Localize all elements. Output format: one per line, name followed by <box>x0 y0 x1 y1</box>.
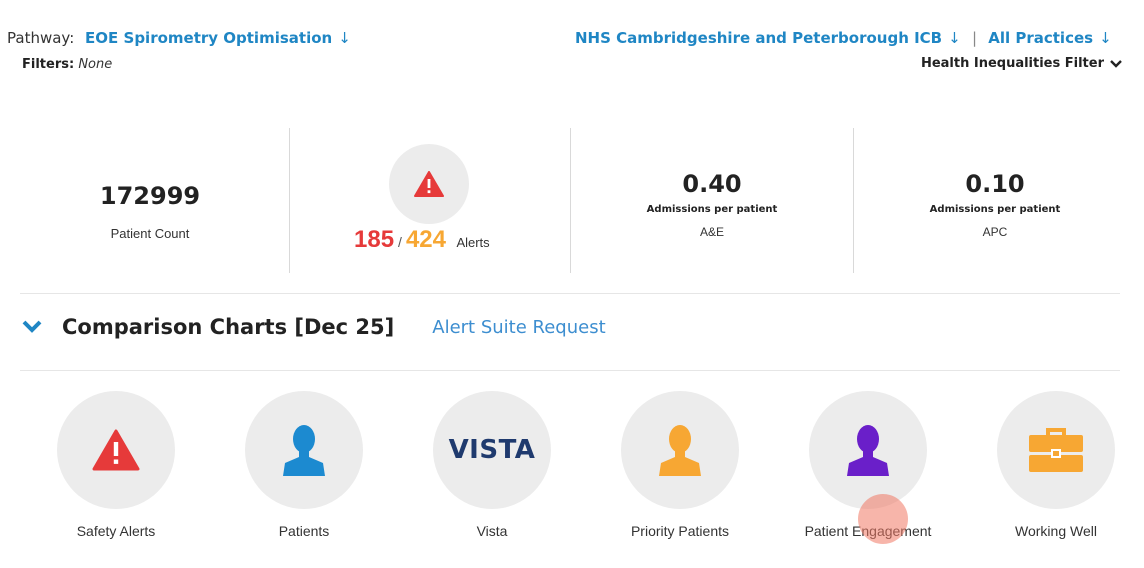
tile-label: Vista <box>476 523 508 539</box>
warning-icon <box>414 171 444 197</box>
alerts-icon-circle[interactable] <box>389 144 469 224</box>
apc-sublabel: Admissions per patient <box>929 204 1061 215</box>
dropdown-arrow-icon: ↓ <box>1099 29 1112 47</box>
separator: | <box>971 29 977 47</box>
person-icon <box>283 425 325 476</box>
summary-stats: 172999 Patient Count 185/424 Alerts 0.40… <box>0 128 1144 273</box>
pathway-dropdown[interactable]: EOE Spirometry Optimisation ↓ <box>85 29 351 47</box>
tile-circle <box>809 391 927 509</box>
practices-dropdown[interactable]: All Practices ↓ <box>983 29 1112 47</box>
section-divider <box>20 293 1120 294</box>
chevron-down-icon <box>1110 59 1122 68</box>
tile-circle <box>997 391 1115 509</box>
tile-circle <box>57 391 175 509</box>
tile-label: Priority Patients <box>630 523 730 539</box>
alerts-count[interactable]: 185/424 Alerts <box>354 226 490 254</box>
filters-value: None <box>78 57 113 72</box>
tile-label: Patient Engagement <box>804 523 932 539</box>
divider <box>570 128 571 273</box>
tile-priority-patients[interactable]: Priority Patients <box>600 391 760 539</box>
alerts-slash: / <box>398 234 402 250</box>
alerts-label: Alerts <box>456 235 490 250</box>
tile-vista[interactable]: VISTA Vista <box>412 391 572 539</box>
patient-count-label: Patient Count <box>110 226 190 241</box>
pathway-selector: Pathway: EOE Spirometry Optimisation ↓ <box>7 29 351 47</box>
tile-label: Safety Alerts <box>76 523 156 539</box>
ae-value: 0.40 <box>682 170 742 198</box>
person-icon <box>659 425 701 476</box>
ae-stat: 0.40 Admissions per patient A&E <box>612 170 812 239</box>
org-selector: NHS Cambridgeshire and Peterborough ICB ↓… <box>575 29 1112 47</box>
patient-count-stat: 172999 Patient Count <box>60 182 240 241</box>
filters-summary: Filters: None <box>22 57 112 72</box>
section-divider <box>20 370 1120 371</box>
tile-circle: VISTA <box>433 391 551 509</box>
briefcase-icon <box>1029 428 1083 472</box>
tile-circle <box>245 391 363 509</box>
divider <box>289 128 290 273</box>
health-inequalities-filter-label: Health Inequalities Filter <box>920 56 1104 71</box>
apc-value: 0.10 <box>965 170 1025 198</box>
alerts-orange-count: 424 <box>405 226 446 253</box>
comparison-header: Comparison Charts [Dec 25] Alert Suite R… <box>22 315 606 339</box>
divider <box>853 128 854 273</box>
health-inequalities-filter-toggle[interactable]: Health Inequalities Filter <box>921 56 1122 71</box>
chevron-down-icon[interactable] <box>22 319 42 335</box>
ae-label: A&E <box>699 225 724 239</box>
pathway-value: EOE Spirometry Optimisation <box>85 29 333 47</box>
dropdown-arrow-icon: ↓ <box>338 29 351 47</box>
patient-count-value: 172999 <box>99 182 201 210</box>
icb-value: NHS Cambridgeshire and Peterborough ICB <box>575 29 943 47</box>
tile-patients[interactable]: Patients <box>224 391 384 539</box>
apc-stat: 0.10 Admissions per patient APC <box>895 170 1095 239</box>
tile-label: Patients <box>278 523 330 539</box>
icb-dropdown[interactable]: NHS Cambridgeshire and Peterborough ICB ↓ <box>575 29 966 47</box>
tile-label: Working Well <box>1015 523 1097 539</box>
alert-suite-request-link[interactable]: Alert Suite Request <box>432 316 606 338</box>
alerts-red-count: 185 <box>354 226 395 253</box>
practices-value: All Practices <box>988 29 1094 47</box>
ae-sublabel: Admissions per patient <box>646 204 778 215</box>
tile-working-well[interactable]: Working Well <box>976 391 1136 539</box>
dropdown-arrow-icon: ↓ <box>948 29 961 47</box>
tile-safety-alerts[interactable]: Safety Alerts <box>36 391 196 539</box>
warning-icon <box>92 429 140 471</box>
comparison-title: Comparison Charts [Dec 25] <box>62 315 395 339</box>
pathway-label: Pathway: <box>7 29 75 47</box>
tile-circle <box>621 391 739 509</box>
person-icon <box>847 425 889 476</box>
filters-label: Filters: <box>22 57 75 72</box>
tile-patient-engagement[interactable]: Patient Engagement <box>788 391 948 539</box>
vista-logo: VISTA <box>448 435 536 465</box>
apc-label: APC <box>982 225 1008 239</box>
